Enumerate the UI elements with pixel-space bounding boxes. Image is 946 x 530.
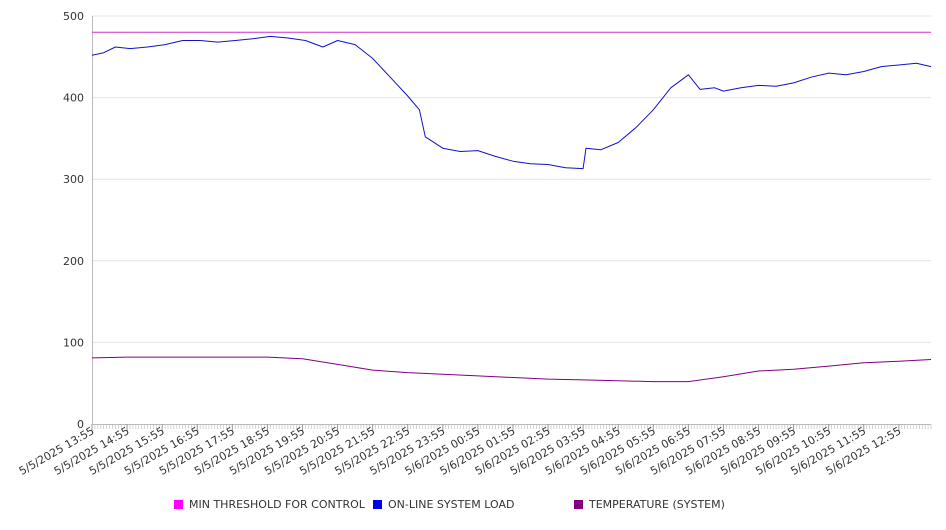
legend-label-system-load: ON-LINE SYSTEM LOAD [388,498,515,511]
legend-swatch-temperature [574,500,583,509]
legend-item-min-threshold: MIN THRESHOLD FOR CONTROL [174,498,365,511]
legend: MIN THRESHOLD FOR CONTROL ON-LINE SYSTEM… [0,498,946,518]
y-tick-label: 200 [63,255,84,268]
legend-label-min-threshold: MIN THRESHOLD FOR CONTROL [189,498,365,511]
y-tick-label: 100 [63,336,84,349]
legend-label-temperature: TEMPERATURE (SYSTEM) [589,498,725,511]
y-tick-label: 300 [63,173,84,186]
system-load-line [91,35,932,170]
y-tick-label: 400 [63,92,84,105]
y-tick-label: 0 [77,418,84,431]
legend-swatch-system-load [373,500,382,509]
legend-item-system-load: ON-LINE SYSTEM LOAD [373,498,514,511]
legend-item-temperature: TEMPERATURE (SYSTEM) [574,498,725,511]
temperature-line [91,356,932,383]
y-tick-label: 500 [63,10,84,23]
legend-swatch-min-threshold [174,500,183,509]
